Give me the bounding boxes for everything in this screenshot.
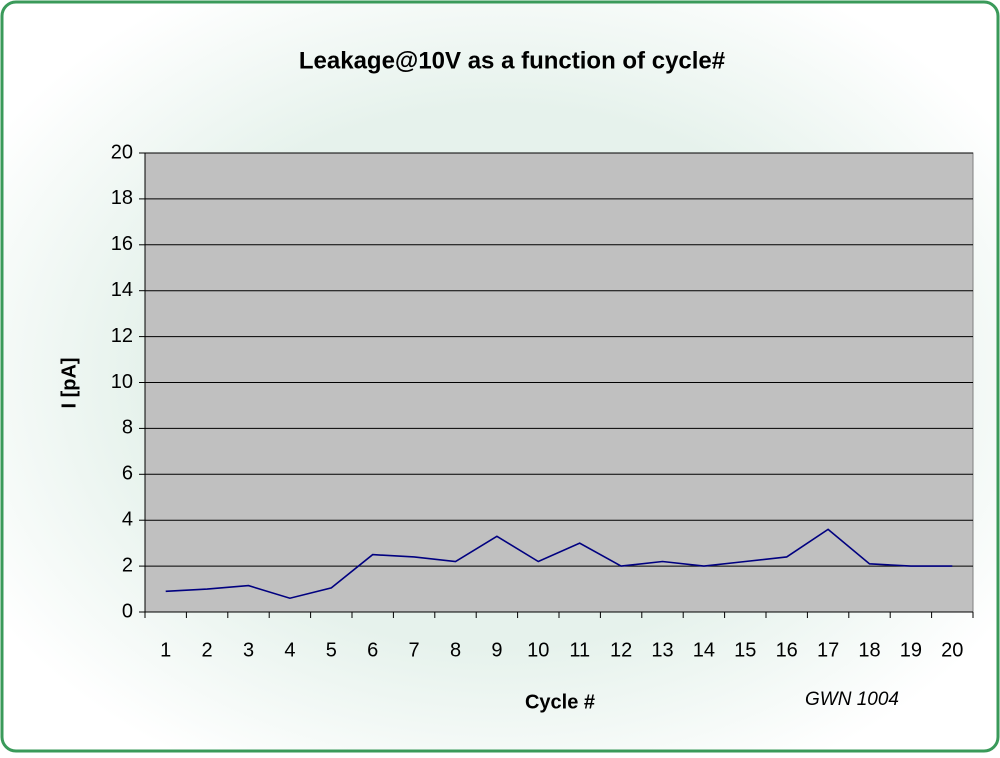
y-tick-label: 8 bbox=[122, 417, 133, 439]
x-tick-label: 17 bbox=[817, 639, 839, 661]
x-tick-label: 1 bbox=[160, 639, 171, 661]
x-tick-label: 20 bbox=[941, 639, 963, 661]
x-tick-label: 16 bbox=[776, 639, 798, 661]
x-tick-label: 2 bbox=[202, 639, 213, 661]
y-tick-label: 6 bbox=[122, 463, 133, 485]
x-tick-label: 15 bbox=[734, 639, 756, 661]
y-tick-label: 14 bbox=[111, 279, 133, 301]
chart-title: Leakage@10V as a function of cycle# bbox=[299, 47, 725, 74]
x-axis-label: Cycle # bbox=[525, 691, 595, 713]
x-tick-label: 7 bbox=[409, 639, 420, 661]
data-line bbox=[165, 528, 953, 600]
y-tick-label: 4 bbox=[122, 508, 133, 530]
y-tick-label: 18 bbox=[111, 187, 133, 209]
y-tick-label: 0 bbox=[122, 600, 133, 622]
x-tick-label: 11 bbox=[569, 639, 590, 661]
x-tick-label: 3 bbox=[243, 639, 254, 661]
y-tick-label: 20 bbox=[111, 141, 133, 163]
annotation: GWN 1004 bbox=[805, 689, 899, 710]
y-tick-label: 12 bbox=[111, 325, 133, 347]
x-tick-label: 12 bbox=[610, 639, 632, 661]
x-tick-label: 18 bbox=[858, 639, 880, 661]
x-tick-label: 14 bbox=[693, 639, 715, 661]
x-tick-label: 4 bbox=[284, 639, 295, 661]
x-tick-label: 10 bbox=[527, 639, 549, 661]
x-tick-label: 6 bbox=[367, 639, 378, 661]
x-tick-label: 9 bbox=[491, 639, 502, 661]
x-tick-label: 13 bbox=[651, 639, 673, 661]
x-tick-label: 8 bbox=[450, 639, 461, 661]
y-tick-label: 16 bbox=[111, 233, 133, 255]
y-tick-label: 2 bbox=[122, 554, 133, 576]
y-tick-label: 10 bbox=[111, 371, 133, 393]
y-axis-label: I [pA] bbox=[58, 357, 80, 408]
x-tick-label: 5 bbox=[326, 639, 337, 661]
x-tick-label: 19 bbox=[900, 639, 922, 661]
